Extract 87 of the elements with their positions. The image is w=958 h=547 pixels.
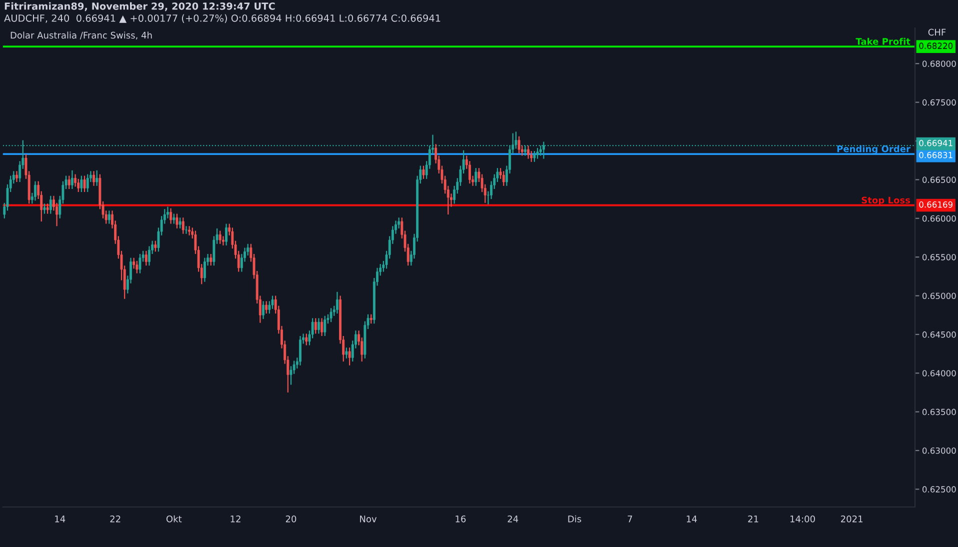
- candlestick: [46, 203, 49, 214]
- candlestick: [225, 223, 228, 246]
- candlestick: [188, 226, 191, 236]
- x-tick-label: 14:00: [790, 515, 815, 522]
- candlestick: [34, 180, 36, 202]
- x-tick-label: 2021: [841, 515, 862, 522]
- candlestick: [533, 150, 536, 162]
- x-tick-label: 14: [686, 516, 697, 522]
- candlestick: [320, 318, 324, 337]
- candlestick: [345, 347, 348, 359]
- ref-line-label: Pending Order: [837, 145, 910, 154]
- candlestick: [80, 175, 83, 193]
- candlestick: [518, 136, 520, 154]
- y-tick-label: 0.65000: [922, 292, 956, 300]
- candlestick: [502, 170, 505, 186]
- x-tick-label: 22: [110, 515, 120, 522]
- x-tick-label: 21: [748, 515, 758, 522]
- y-tick-label: 0.62500: [922, 486, 956, 492]
- x-tick-label: 7: [628, 516, 632, 522]
- y-tick-label: 0.67500: [922, 99, 956, 106]
- candlestick: [348, 347, 351, 366]
- annotation: 0.68220: [919, 42, 953, 49]
- candlestick: [138, 253, 142, 274]
- candlestick: [265, 300, 268, 314]
- x-tick-label: 14: [55, 516, 66, 522]
- candlestick: [172, 213, 176, 224]
- candlestick: [132, 257, 136, 270]
- x-tick-label: 16: [456, 515, 466, 522]
- y-tick-label: 0.64000: [922, 370, 956, 376]
- candlestick: [43, 203, 46, 214]
- candlestick: [136, 260, 138, 274]
- candlestick: [527, 145, 530, 160]
- annotation: 0.66941: [919, 140, 952, 146]
- candlestick: [422, 165, 425, 180]
- candlestick: [77, 178, 80, 193]
- candlestick: [16, 170, 18, 183]
- candlestick: [336, 291, 338, 314]
- candlestick: [536, 147, 539, 160]
- y-tick-label: 0.68000: [922, 60, 956, 67]
- x-tick-label: Nov: [360, 516, 377, 522]
- candlestick: [218, 230, 222, 244]
- candlestick: [176, 213, 178, 229]
- candlestick: [314, 318, 317, 334]
- candlestick: [474, 168, 478, 186]
- x-tick-label: 12: [230, 515, 240, 522]
- y-tick-label: 0.63500: [922, 408, 956, 416]
- y-tick-label: 0.63000: [922, 447, 956, 454]
- y-tick-label: 0.66000: [922, 215, 956, 222]
- candlestick: [83, 175, 86, 193]
- candlestick: [108, 210, 110, 224]
- candlestick: [271, 295, 274, 310]
- ref-line-label: Take Profit: [856, 38, 910, 45]
- annotation: 0.66169: [919, 201, 953, 208]
- candlestick: [49, 195, 52, 214]
- ref-line-label: Stop Loss: [862, 196, 910, 206]
- candlestick: [210, 253, 212, 266]
- text: Fitriramizan89, November 29, 2020 12:39:47 UTC: [4, 2, 275, 12]
- candlestick: [182, 217, 184, 234]
- x-tick-label: 24: [508, 515, 518, 522]
- candlestick: [184, 226, 188, 234]
- candlestick: [299, 335, 302, 366]
- y-tick-label: 0.64500: [922, 331, 956, 338]
- candlestick: [86, 174, 89, 193]
- candlestick: [203, 257, 206, 282]
- candlestick: [96, 170, 98, 186]
- x-tick-label: Okt: [166, 515, 182, 522]
- x-tick-label: Dis: [568, 515, 582, 522]
- candlestick: [68, 175, 70, 190]
- candlestick: [144, 250, 148, 266]
- x-tick-label: 20: [286, 515, 296, 522]
- candlestick: [262, 300, 264, 320]
- annotation: 0.66831: [919, 152, 952, 158]
- candlestick: [92, 170, 96, 186]
- y-tick-label: 0.66500: [922, 176, 956, 183]
- candlestick: [318, 318, 320, 334]
- candlestick: [305, 333, 308, 346]
- candlestick: [178, 217, 182, 229]
- candlestick: [154, 240, 157, 252]
- candlestick: [324, 315, 326, 337]
- candlestick: [370, 314, 372, 324]
- text: CHF: [928, 28, 946, 36]
- candlestick: [170, 208, 172, 224]
- candlestick: [330, 308, 332, 323]
- candlestick: [70, 170, 74, 190]
- y-tick-label: 0.65500: [922, 254, 956, 260]
- text: AUDCHF, 240 0.66941 ▲ +0.00177 (+0.27%) O:0.66894 H:0.66941 L:0.66774 C:0.66941: [4, 14, 440, 23]
- annotation: Dolar Australia /Franc Swiss, 4h: [10, 32, 152, 40]
